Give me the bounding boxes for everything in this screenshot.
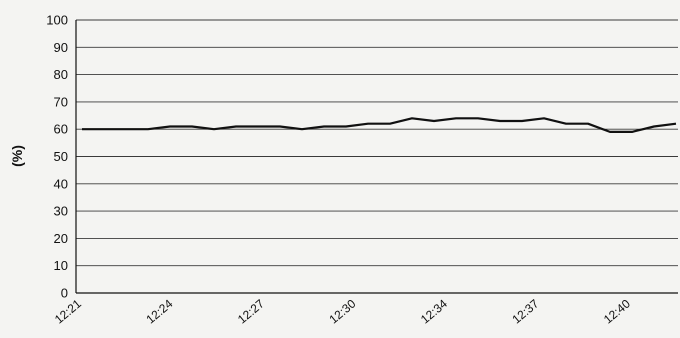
x-axis-ticks: 12:21 12:24 12:27 12:30 12:34 12:37 12:40 — [52, 296, 633, 326]
y-tick-label: 0 — [61, 286, 68, 301]
x-tick-label: 12:27 — [235, 296, 267, 326]
y-tick-label: 10 — [54, 258, 68, 273]
x-tick-label: 12:37 — [509, 296, 541, 326]
y-tick-label: 100 — [46, 13, 68, 28]
series-line — [82, 117, 677, 133]
y-tick-label: 20 — [54, 231, 68, 246]
y-tick-label: 80 — [54, 67, 68, 82]
y-tick-label: 70 — [54, 94, 68, 109]
y-axis-ticks: 0 10 20 30 40 50 60 70 80 90 100 — [46, 13, 68, 301]
series-layer — [82, 117, 677, 133]
x-tick-label: 12:40 — [601, 296, 633, 326]
x-tick-label: 12:24 — [143, 296, 175, 326]
y-tick-label: 50 — [54, 149, 68, 164]
gridlines — [75, 19, 678, 294]
y-tick-label: 30 — [54, 204, 68, 219]
y-tick-label: 90 — [54, 40, 68, 55]
y-tick-label: 40 — [54, 176, 68, 191]
y-tick-label: 60 — [54, 122, 68, 137]
y-axis-label: (%) — [9, 145, 25, 167]
x-tick-label: 12:21 — [52, 296, 84, 326]
x-tick-label: 12:34 — [418, 296, 450, 326]
x-tick-label: 12:30 — [326, 296, 358, 326]
